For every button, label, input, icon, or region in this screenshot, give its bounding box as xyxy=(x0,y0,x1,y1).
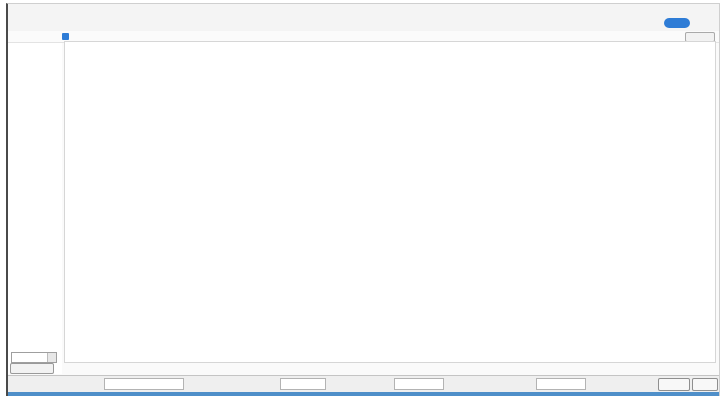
traces-button[interactable] xyxy=(692,378,718,391)
run-button[interactable] xyxy=(664,17,690,28)
res-bw-field[interactable] xyxy=(536,378,586,390)
dpx-bitmap[interactable] xyxy=(65,42,715,362)
span-field[interactable] xyxy=(394,378,444,390)
autoscale-button[interactable] xyxy=(10,363,54,374)
signalvu-window xyxy=(6,3,720,396)
chevron-down-icon xyxy=(47,353,56,362)
display-select[interactable] xyxy=(11,352,57,363)
menu-bar xyxy=(8,4,719,14)
rbw-setting[interactable] xyxy=(11,63,17,75)
toolbar xyxy=(8,14,719,31)
ref-lev-field[interactable] xyxy=(280,378,326,390)
markers-button[interactable] xyxy=(658,378,690,391)
window-bottom-accent xyxy=(8,392,719,396)
db-div-setting[interactable] xyxy=(11,45,17,57)
left-settings-panel xyxy=(8,43,62,374)
acquisition-controls xyxy=(664,17,715,28)
show-checkbox[interactable] xyxy=(62,33,69,40)
frequency-field[interactable] xyxy=(104,378,184,390)
dpx-spectrum-graph[interactable] xyxy=(64,41,716,363)
status-bar xyxy=(8,375,719,392)
